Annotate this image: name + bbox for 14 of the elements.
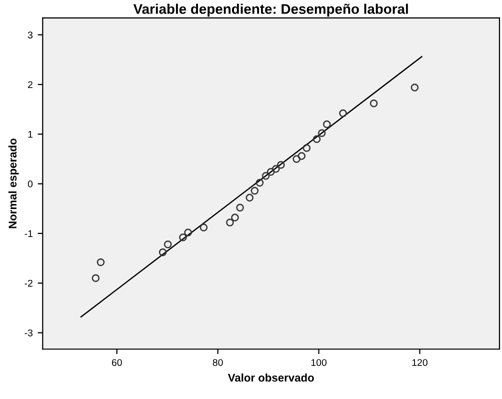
x-axis-title: Valor observado [228,373,314,382]
y-axis-title: Normal esperado [8,138,19,228]
y-tick-label: -2 [24,280,32,287]
y-tick-label: 1 [28,130,32,138]
y-tick-label: 3 [28,32,33,38]
y-tick-label: -3 [24,329,33,336]
y-tick-label: 0 [28,180,33,188]
y-tick-label: -1 [24,230,32,237]
x-tick-label: 80 [212,359,223,366]
chart-title: Variable dependiente: Desempeño laboral [133,4,408,17]
y-tick-label: 2 [28,81,32,88]
x-tick-label: 120 [412,359,428,366]
x-tick-label: 100 [311,359,327,366]
x-tick-label: 60 [112,359,122,366]
